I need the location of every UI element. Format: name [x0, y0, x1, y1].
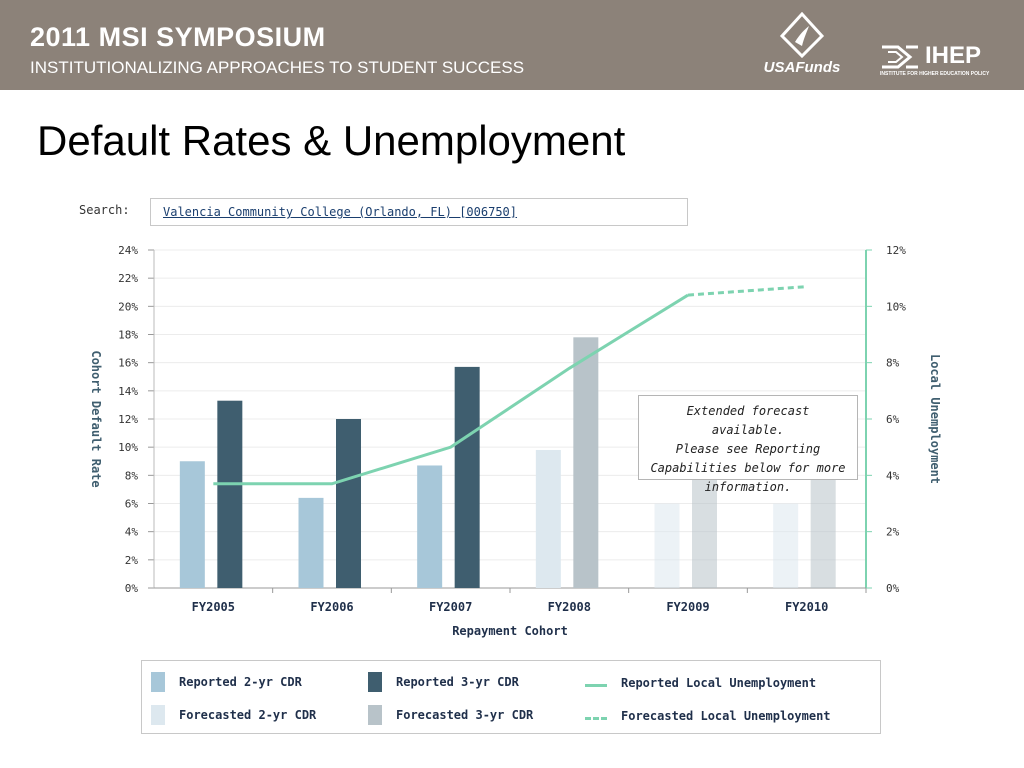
- bar-reported-2-yr-cdr-fy2005: [179, 461, 205, 588]
- y-tick-label: 16%: [118, 357, 138, 370]
- y-tick-label: 10%: [118, 441, 138, 454]
- ihep-logo: IHEP INSTITUTE FOR HIGHER EDUCATION POLI…: [880, 40, 1000, 77]
- y-tick-label: 4%: [125, 526, 139, 539]
- usafunds-logo: USAFunds: [762, 11, 842, 80]
- chart-legend: Reported 2-yr CDR Reported 3-yr CDR Repo…: [141, 660, 881, 734]
- legend-item-reported-unemployment: Reported Local Unemployment: [585, 676, 816, 690]
- legend-item-reported-3yr: Reported 3-yr CDR: [368, 672, 519, 692]
- ihep-logo-text: IHEP: [925, 42, 982, 69]
- y2-axis-label: Local Unemployment: [928, 354, 942, 484]
- y-tick-label: 8%: [125, 469, 139, 482]
- bar-forecasted-2-yr-cdr-fy2008: [535, 449, 561, 588]
- slide-title: Default Rates & Unemployment: [37, 117, 626, 164]
- bar-forecasted-3-yr-cdr-fy2008: [573, 337, 599, 588]
- search-value-link[interactable]: Valencia Community College (Orlando, FL)…: [163, 205, 518, 219]
- legend-swatch-reported-2yr: [151, 672, 165, 692]
- legend-item-reported-2yr: Reported 2-yr CDR: [151, 672, 302, 692]
- legend-swatch-reported-3yr: [368, 672, 382, 692]
- y-tick-label: 6%: [125, 498, 139, 511]
- search-input[interactable]: Valencia Community College (Orlando, FL)…: [150, 198, 688, 226]
- ihep-stripes-icon: [882, 45, 918, 69]
- legend-label-reported-2yr: Reported 2-yr CDR: [179, 675, 302, 689]
- symposium-title: 2011 MSI SYMPOSIUM: [30, 22, 326, 52]
- y-tick-label: 0%: [125, 582, 139, 595]
- y-tick-label: 20%: [118, 300, 138, 313]
- y2-tick-label: 0%: [886, 582, 900, 595]
- callout-line-2: Please see Reporting: [675, 442, 821, 456]
- y-tick-label: 14%: [118, 385, 138, 398]
- legend-label-forecast-unemployment: Forecasted Local Unemployment: [621, 709, 831, 723]
- legend-label-reported-unemployment: Reported Local Unemployment: [621, 676, 817, 690]
- legend-item-forecast-2yr: Forecasted 2-yr CDR: [151, 705, 316, 725]
- bar-reported-2-yr-cdr-fy2007: [417, 465, 443, 588]
- x-tick-label: FY2009: [666, 600, 709, 614]
- y2-tick-label: 12%: [886, 244, 906, 257]
- bar-reported-2-yr-cdr-fy2006: [298, 497, 324, 588]
- usafunds-diamond-icon: [779, 11, 825, 59]
- y-axis-label: Cohort Default Rate: [89, 350, 103, 487]
- y2-tick-label: 2%: [886, 526, 900, 539]
- symposium-subtitle: INSTITUTIONALIZING APPROACHES TO STUDENT…: [30, 58, 525, 77]
- y2-tick-label: 10%: [886, 300, 906, 313]
- x-tick-label: FY2008: [548, 600, 591, 614]
- slide-header: 2011 MSI SYMPOSIUM INSTITUTIONALIZING AP…: [0, 0, 1024, 90]
- bar-forecasted-2-yr-cdr-fy2010: [773, 503, 799, 588]
- line-forecasted-local-unemployment: [687, 285, 807, 297]
- bar-forecasted-3-yr-cdr-fy2009: [692, 472, 717, 588]
- forecast-callout: Extended forecast available. Please see …: [638, 395, 858, 494]
- x-tick-label: FY2010: [785, 600, 828, 614]
- ihep-tagline: INSTITUTE FOR HIGHER EDUCATION POLICY: [880, 71, 990, 77]
- y-tick-label: 24%: [118, 244, 138, 257]
- x-tick-label: FY2007: [429, 600, 472, 614]
- y-tick-label: 18%: [118, 329, 138, 342]
- legend-item-forecast-unemployment: Forecasted Local Unemployment: [585, 709, 831, 723]
- bar-forecasted-2-yr-cdr-fy2009: [654, 503, 680, 588]
- bar-forecasted-3-yr-cdr-fy2010: [810, 472, 836, 588]
- usafunds-logo-text: USAFunds: [763, 59, 841, 76]
- x-tick-label: FY2006: [310, 600, 353, 614]
- callout-line-1: Extended forecast available.: [686, 404, 810, 437]
- legend-label-forecast-2yr: Forecasted 2-yr CDR: [179, 708, 317, 722]
- bar-reported-3-yr-cdr-fy2007: [454, 366, 480, 588]
- y-tick-label: 22%: [118, 272, 138, 285]
- line-reported-local-unemployment: [213, 293, 689, 486]
- legend-label-reported-3yr: Reported 3-yr CDR: [396, 675, 519, 689]
- x-tick-label: FY2005: [192, 600, 235, 614]
- legend-swatch-forecast-2yr: [151, 705, 165, 725]
- y2-tick-label: 6%: [886, 413, 900, 426]
- legend-swatch-forecast-3yr: [368, 705, 382, 725]
- callout-line-4: information.: [704, 480, 792, 494]
- search-label: Search:: [79, 203, 130, 217]
- y2-tick-label: 8%: [886, 357, 900, 370]
- x-axis-label: Repayment Cohort: [452, 624, 568, 638]
- legend-line-forecast-unemployment: [585, 716, 607, 720]
- y-tick-label: 12%: [118, 413, 138, 426]
- bar-reported-3-yr-cdr-fy2006: [336, 419, 361, 588]
- legend-item-forecast-3yr: Forecasted 3-yr CDR: [368, 705, 533, 725]
- callout-line-3: Capabilities below for more: [650, 461, 846, 475]
- legend-line-reported-unemployment: [585, 683, 607, 687]
- bar-reported-3-yr-cdr-fy2005: [217, 400, 243, 588]
- y-tick-label: 2%: [125, 554, 139, 567]
- y2-tick-label: 4%: [886, 469, 900, 482]
- legend-label-forecast-3yr: Forecasted 3-yr CDR: [396, 708, 534, 722]
